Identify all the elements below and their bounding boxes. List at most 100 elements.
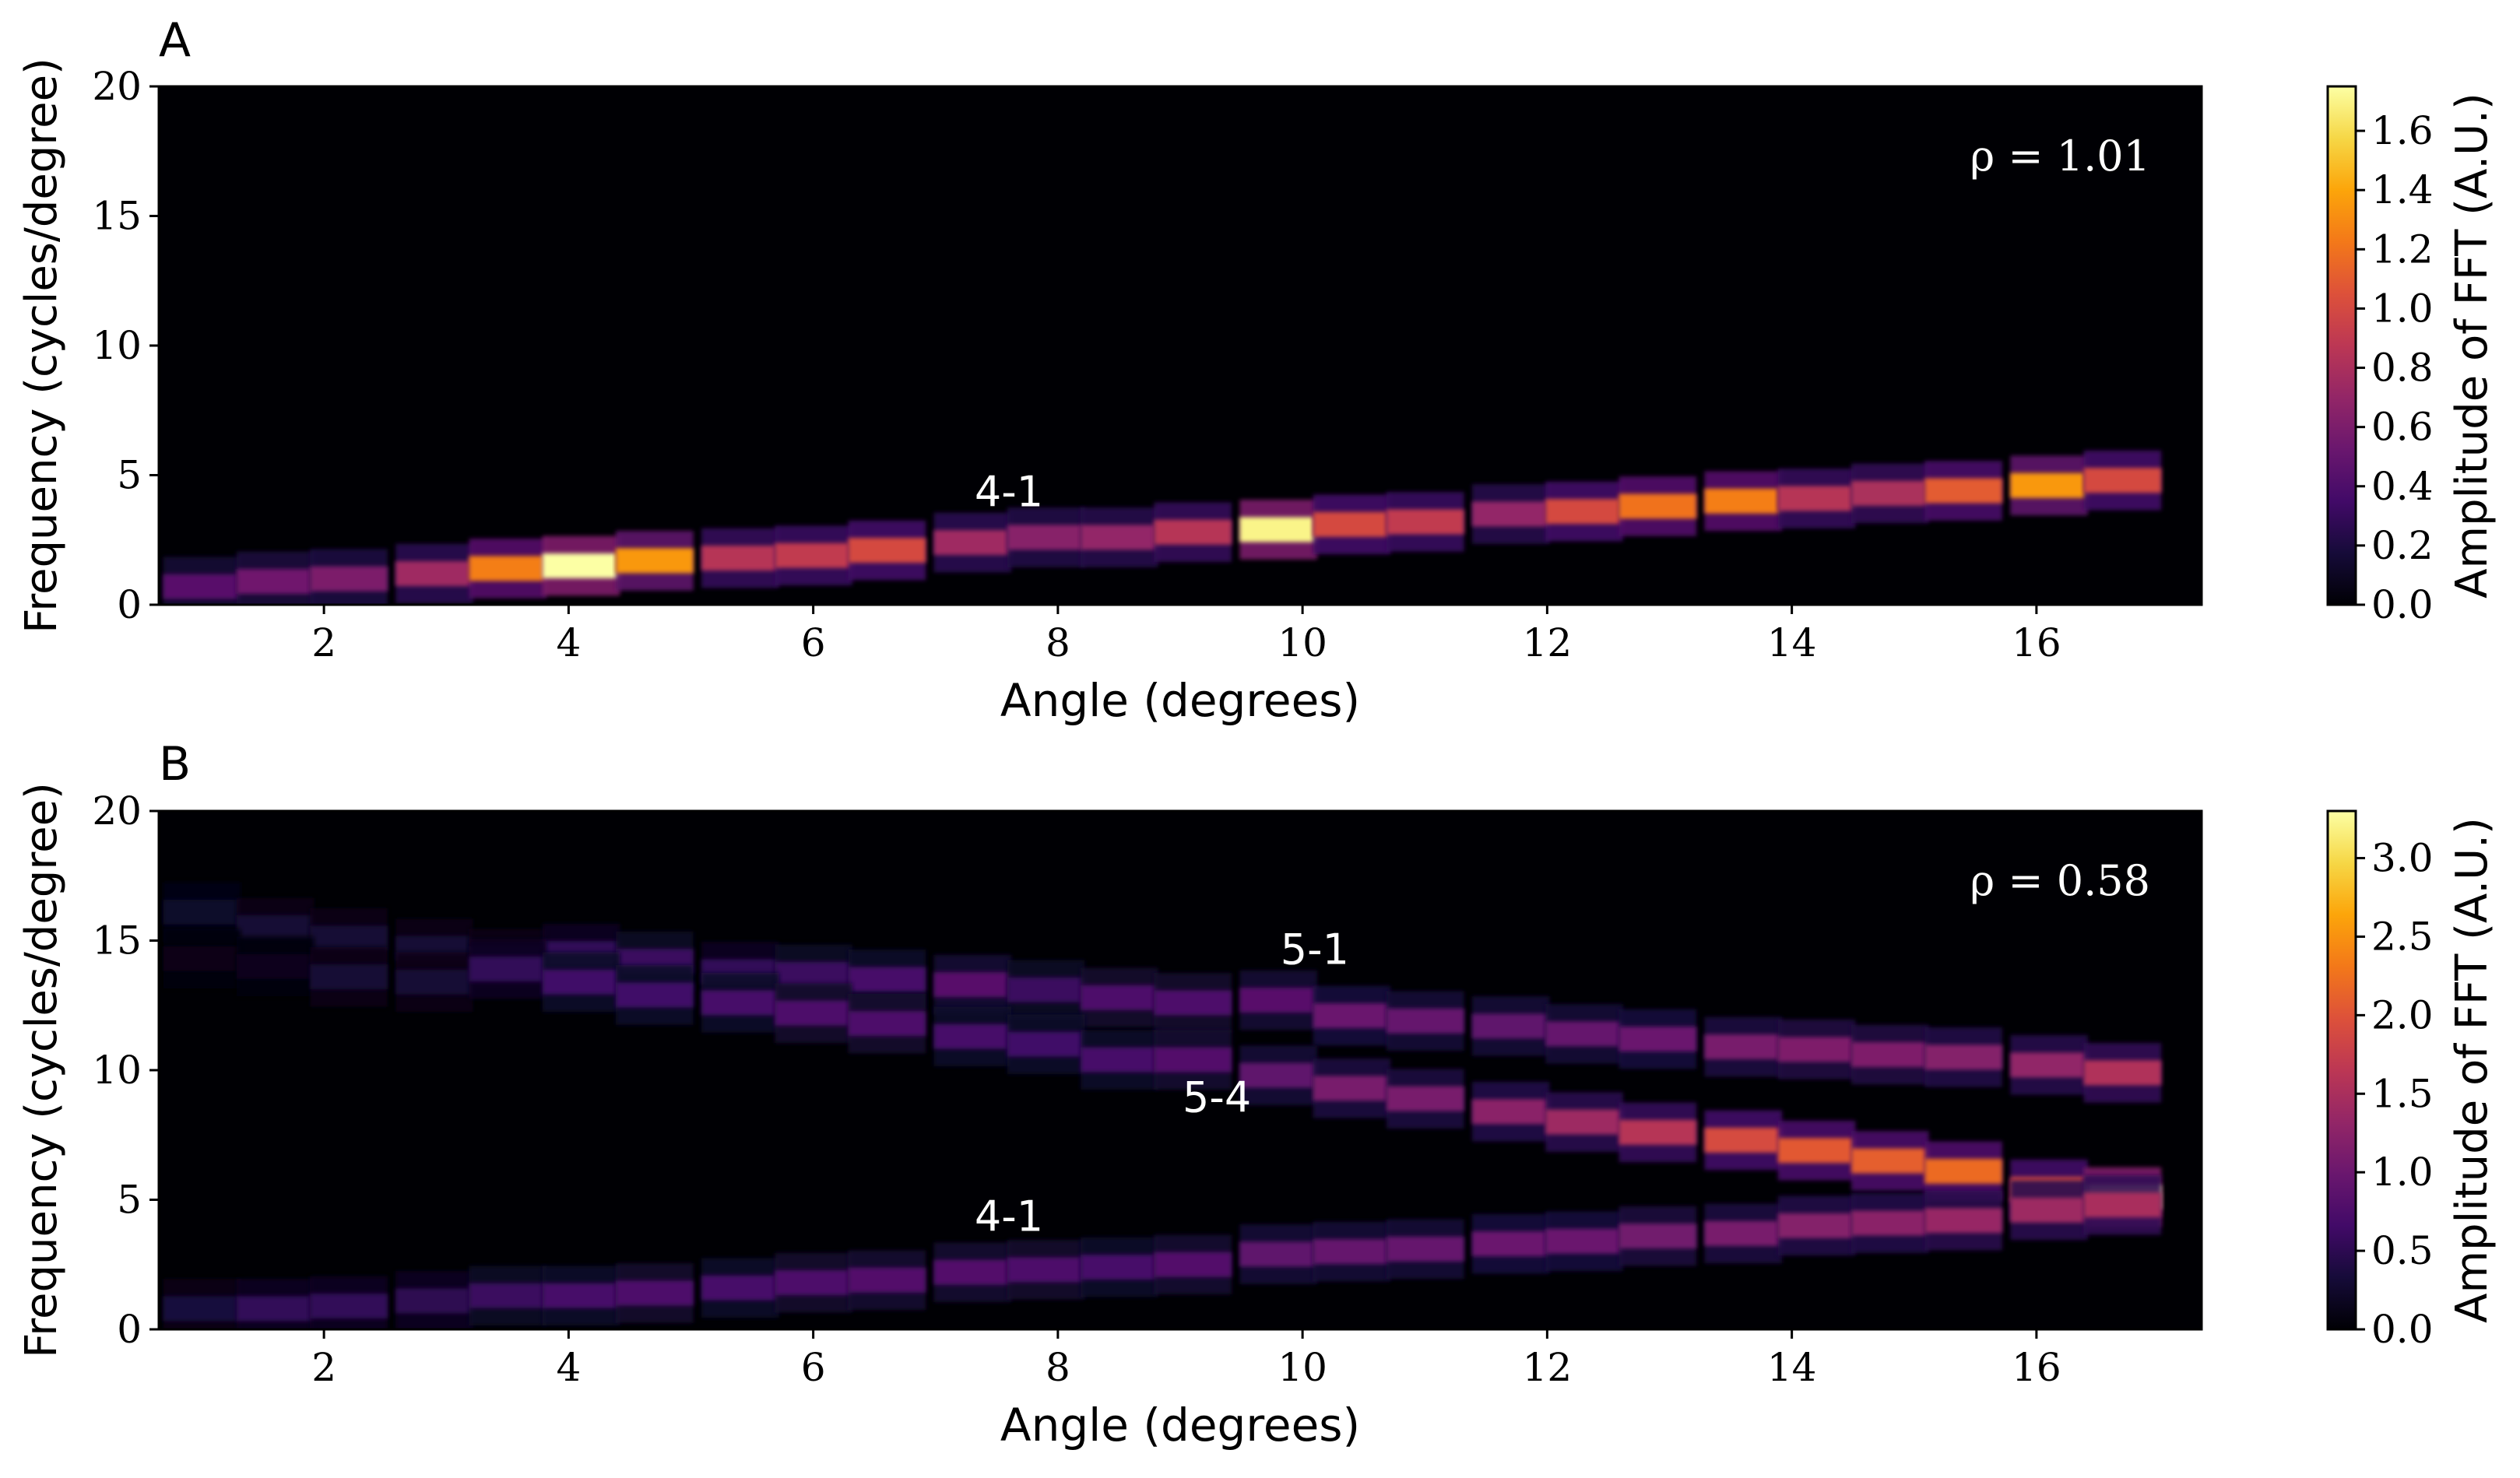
heatmap-cell (1545, 499, 1623, 525)
heatmap-cell (163, 946, 241, 971)
heatmap-cell (236, 953, 315, 979)
heatmap-cell (933, 972, 1012, 998)
heatmap-cell (848, 1011, 926, 1037)
heatmap-cell (701, 546, 779, 571)
heatmap-cell (1704, 1127, 1783, 1153)
heatmap-cell (1777, 1037, 1856, 1062)
heatmap-cell (1154, 519, 1232, 545)
y-tick-label: 0 (117, 582, 142, 627)
colorbar (2326, 85, 2357, 606)
colorbar-label: Amplitude of FFT (A.U.) (2447, 817, 2497, 1323)
heatmap-cell (701, 990, 779, 1016)
y-tick-label: 5 (117, 453, 142, 498)
colorbar-tick-label: 0.6 (2371, 405, 2434, 450)
y-tick-label: 10 (92, 323, 142, 368)
heatmap-cell (236, 569, 315, 595)
heatmap-cell (1924, 1044, 2002, 1070)
heatmap-cell (1471, 501, 1550, 527)
heatmap-cell (1154, 990, 1232, 1016)
heatmap-cell (701, 1275, 779, 1301)
heatmap-cell (1618, 1027, 1697, 1052)
heatmap-cell (2010, 472, 2088, 498)
heatmap-cell (395, 969, 473, 995)
heatmap-cell (1545, 1228, 1623, 1254)
heatmap-cell (848, 538, 926, 563)
colorbar-tick-label: 1.2 (2371, 226, 2434, 272)
heatmap-cell (1081, 985, 1158, 1010)
y-tick-label: 20 (92, 788, 142, 834)
heatmap-cell (616, 1280, 694, 1306)
heatmap-cell (933, 1023, 1012, 1049)
y-axis-label: Frequency (cycles/degree) (16, 782, 67, 1358)
heatmap-cell (469, 957, 547, 982)
heatmap-cell (1239, 517, 1318, 542)
x-tick-label: 16 (2012, 620, 2061, 665)
x-tick-label: 14 (1767, 1345, 1817, 1390)
heatmap-cell (542, 969, 620, 995)
colorbar-tick-label: 2.0 (2371, 992, 2434, 1037)
y-tick-label: 0 (117, 1307, 142, 1352)
heatmap-cell (1924, 1158, 2002, 1184)
rho-annotation: ρ = 1.01 (1970, 132, 2150, 181)
heatmap-cell (1851, 1210, 1929, 1236)
x-tick-label: 10 (1278, 620, 1327, 665)
heatmap-cell (1007, 1031, 1085, 1057)
heatmap-cell (310, 964, 388, 990)
y-axis-label: Frequency (cycles/degree) (16, 58, 67, 634)
y-tick-label: 5 (117, 1178, 142, 1223)
colorbar-tick-label: 1.4 (2371, 167, 2434, 212)
x-tick-label: 8 (1046, 1345, 1070, 1390)
y-tick-label: 15 (92, 194, 142, 239)
x-tick-label: 12 (1523, 620, 1573, 665)
heatmap-cell (775, 542, 852, 568)
heatmap-cell (2010, 1197, 2088, 1223)
heatmap-cell (1081, 1047, 1158, 1073)
x-axis-label: Angle (degrees) (1000, 1399, 1360, 1452)
heatmap-cell (469, 1283, 547, 1308)
heatmap-cell (1704, 1220, 1783, 1246)
heatmap-cell (933, 1259, 1012, 1285)
heatmap-cell (1618, 1223, 1697, 1249)
panel-a: A 2 4 6 8 10 12 14 16 0 5 10 15 20 Angle (degrees) Freq… (16, 13, 2497, 727)
y-tick-label: 10 (92, 1048, 142, 1093)
heatmap-cell (1386, 1086, 1464, 1111)
heatmap-cell (236, 915, 315, 940)
heatmap-cell (395, 1288, 473, 1314)
heatmap-cell (310, 1294, 388, 1319)
heatmap-cell (542, 553, 620, 579)
heatmap-cell (1081, 1255, 1158, 1280)
heatmap-cell (1618, 493, 1697, 519)
heatmap-cell (1471, 1013, 1550, 1039)
heatmap-cells (163, 882, 2162, 1329)
colorbar-tick-label: 1.0 (2371, 286, 2434, 331)
heatmap-cell (542, 1283, 620, 1308)
x-tick-label: 2 (311, 1345, 336, 1390)
heatmap-cell (1007, 525, 1085, 550)
colorbar-tick-label: 1.5 (2371, 1071, 2434, 1116)
heatmap-cell (1704, 1034, 1783, 1060)
heatmap-cell (1007, 977, 1085, 1002)
heatmap-cell (1239, 1062, 1318, 1088)
heatmap-cells (163, 450, 2162, 605)
heatmap-cell (163, 1296, 241, 1322)
heatmap-cell (2083, 1060, 2162, 1086)
heatmap-cell (310, 925, 388, 951)
heatmap-cell (1851, 480, 1929, 506)
colorbar-label: Amplitude of FFT (A.U.) (2447, 93, 2497, 599)
colorbar-tick-label: 1.6 (2371, 108, 2434, 153)
heatmap-cell (1924, 478, 2002, 504)
colorbar-tick-label: 1.0 (2371, 1150, 2434, 1195)
heatmap-cell (1239, 988, 1318, 1013)
heatmap-cell (1313, 1076, 1391, 1101)
heatmap-cell (163, 899, 241, 925)
colorbar-tick-label: 0.0 (2371, 1307, 2434, 1352)
heatmap-cell (1471, 1099, 1550, 1125)
heatmap-cell (1545, 1021, 1623, 1047)
heatmap-cell (1618, 1119, 1697, 1145)
x-tick-label: 10 (1278, 1345, 1327, 1390)
heatmap-cell (848, 1267, 926, 1293)
y-tick-label: 20 (92, 64, 142, 109)
transition-label: 4-1 (975, 467, 1043, 516)
x-tick-label: 16 (2012, 1345, 2061, 1390)
